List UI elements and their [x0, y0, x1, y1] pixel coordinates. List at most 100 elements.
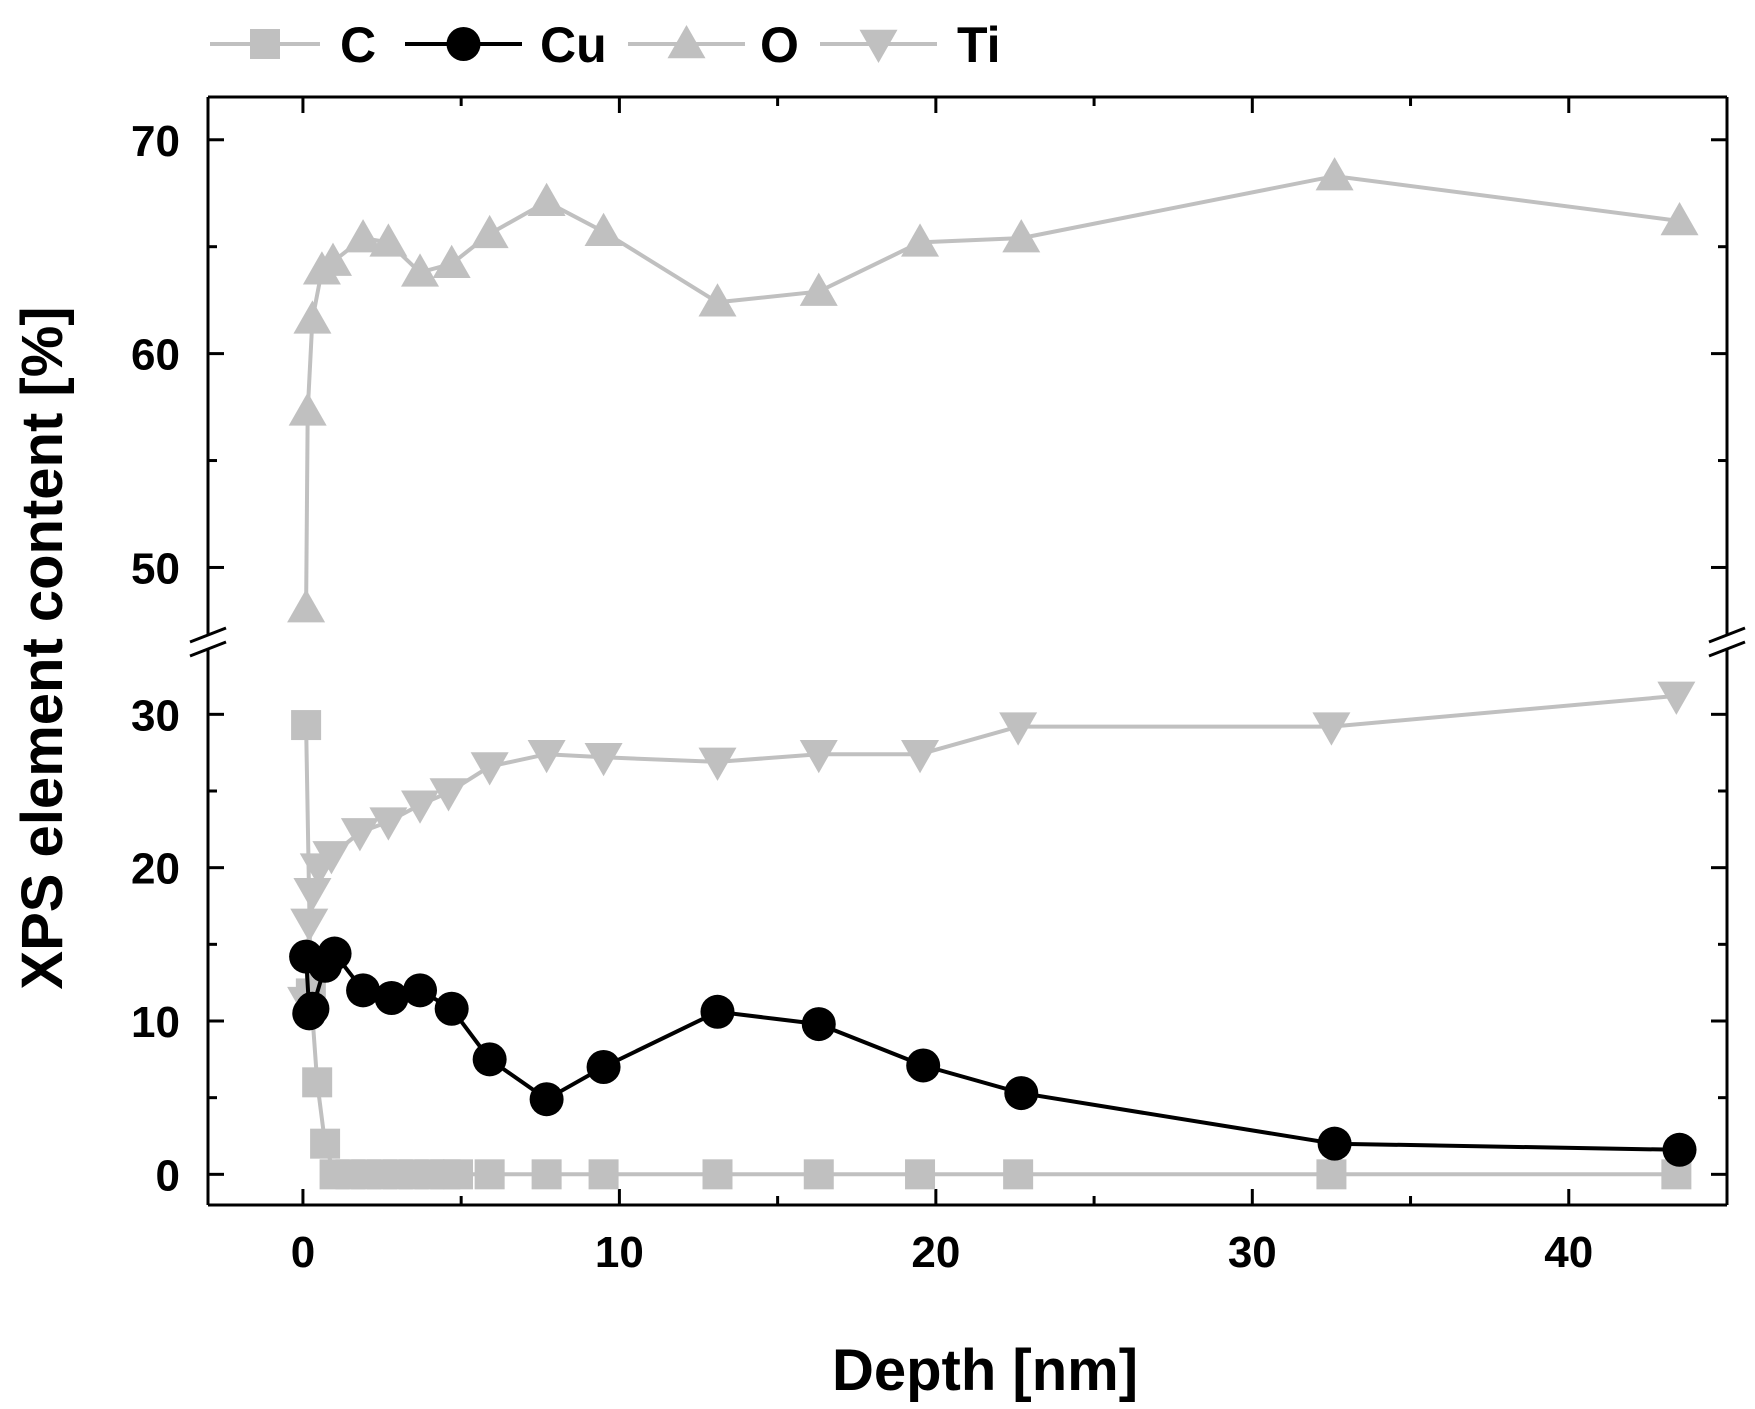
data-point-c	[1003, 1159, 1034, 1190]
legend-item-ti: Ti	[820, 17, 1001, 73]
series-o	[287, 157, 1699, 623]
data-point-o	[527, 182, 566, 217]
data-point-cu	[906, 1048, 941, 1083]
data-point-cu	[374, 981, 409, 1015]
data-point-ti	[369, 807, 408, 841]
axis-break-mark-left	[189, 640, 227, 658]
x-tick-label: 30	[1228, 1228, 1277, 1277]
data-point-o	[698, 283, 737, 317]
y-tick-label: 20	[131, 845, 180, 894]
data-point-o	[314, 242, 353, 276]
data-point-o	[1315, 157, 1354, 191]
data-point-ti	[584, 743, 623, 777]
series-line-ti	[304, 693, 1677, 1002]
data-point-c	[803, 1159, 834, 1190]
data-point-ti	[799, 739, 838, 774]
axis-break-mark-left	[189, 626, 227, 644]
data-point-o	[288, 392, 327, 426]
data-point-o	[401, 253, 440, 287]
axis-break-mark-right	[1708, 640, 1746, 658]
series-line-o	[304, 174, 1680, 609]
y-tick-label: 60	[131, 331, 180, 380]
data-point-cu	[1317, 1126, 1352, 1161]
x-tick-label: 10	[595, 1228, 644, 1277]
y-axis-title: XPS element content [%]	[10, 306, 75, 989]
data-point-cu	[434, 991, 469, 1026]
data-point-ti	[429, 778, 468, 812]
series-line-cu	[304, 950, 1680, 1152]
data-point-o	[901, 223, 940, 257]
legend-label-ti: Ti	[957, 17, 1001, 73]
data-point-o	[799, 272, 838, 306]
series-layer	[287, 157, 1699, 1190]
data-point-ti	[999, 712, 1038, 746]
data-point-o	[287, 589, 326, 623]
legend-item-cu: Cu	[405, 17, 607, 73]
series-ti	[287, 681, 1696, 1021]
legend-label-cu: Cu	[540, 17, 607, 73]
axis-break-mark-right	[1708, 626, 1746, 644]
data-point-c	[310, 1128, 341, 1159]
data-point-c	[474, 1159, 505, 1190]
data-point-c	[531, 1159, 562, 1190]
data-point-cu	[1004, 1076, 1039, 1111]
data-point-c	[302, 1067, 333, 1098]
y-tick-label: 50	[131, 544, 180, 593]
data-point-cu	[403, 973, 438, 1008]
data-point-cu	[700, 994, 735, 1029]
data-point-o	[1660, 202, 1699, 236]
data-point-ti	[698, 747, 737, 781]
data-point-cu	[801, 1007, 836, 1042]
legend-label-o: O	[760, 17, 799, 73]
data-point-c	[905, 1159, 936, 1190]
data-point-c	[1316, 1159, 1347, 1190]
data-point-c	[588, 1159, 619, 1190]
data-point-o	[369, 223, 408, 257]
data-point-o	[584, 212, 623, 246]
data-point-ti	[527, 739, 566, 774]
series-c	[291, 710, 1692, 1190]
legend-label-c: C	[340, 17, 376, 73]
x-tick-label: 20	[911, 1228, 960, 1277]
data-point-cu	[346, 973, 381, 1008]
series-cu	[289, 936, 1697, 1167]
data-point-cu	[1662, 1132, 1697, 1167]
data-point-ti	[401, 790, 440, 824]
legend-marker-o	[667, 25, 706, 59]
data-point-o	[293, 300, 332, 334]
data-point-ti	[901, 739, 940, 774]
data-point-ti	[1657, 681, 1696, 715]
y-tick-label: 70	[131, 117, 180, 166]
data-point-cu	[295, 991, 330, 1026]
data-point-o	[344, 219, 383, 253]
data-point-o	[432, 244, 471, 279]
legend-marker-ti	[859, 29, 898, 63]
data-point-c	[443, 1159, 474, 1190]
data-point-o	[1002, 219, 1041, 253]
x-tick-label: 0	[291, 1228, 315, 1277]
data-point-cu	[586, 1050, 621, 1084]
axes: 0 10 20 30 40 50 60 70 0 10 20 30	[131, 95, 1746, 1277]
data-point-c	[702, 1159, 733, 1190]
data-point-ti	[312, 841, 351, 875]
legend-item-c: C	[210, 17, 376, 73]
x-axis-title: Depth [nm]	[832, 1338, 1138, 1403]
series-line-c	[304, 725, 1677, 1177]
data-point-ti	[1312, 712, 1351, 746]
legend-marker-cu	[446, 27, 481, 61]
data-point-ti	[340, 818, 379, 852]
data-point-cu	[472, 1042, 507, 1077]
data-point-c	[291, 710, 322, 741]
y-tick-label: 10	[131, 998, 180, 1047]
legend: C Cu O Ti	[210, 17, 1001, 73]
legend-marker-c	[250, 29, 280, 59]
y-tick-label: 0	[156, 1151, 180, 1200]
data-point-cu	[317, 936, 352, 971]
legend-item-o: O	[628, 17, 799, 73]
y-tick-label: 30	[131, 691, 180, 740]
data-point-ti	[470, 752, 509, 786]
data-point-cu	[529, 1082, 564, 1117]
data-point-ti	[293, 877, 332, 912]
